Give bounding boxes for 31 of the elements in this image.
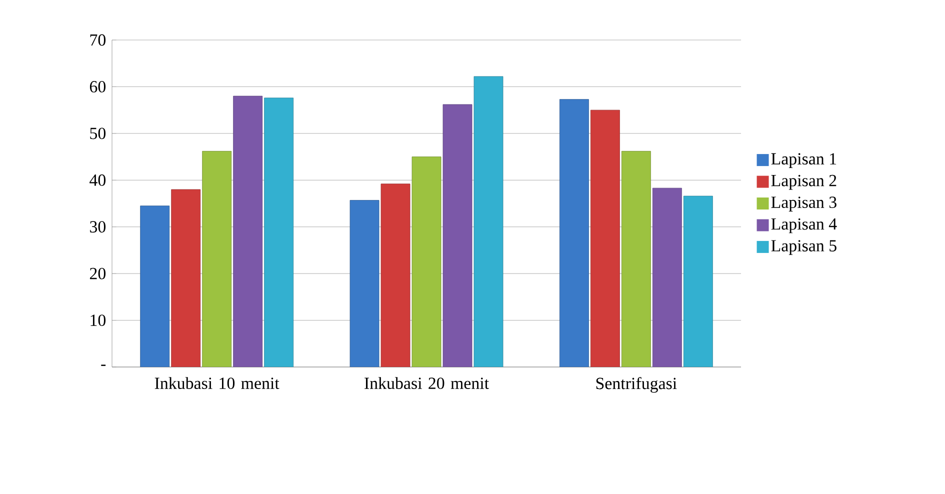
bar (233, 96, 263, 367)
bar (559, 99, 589, 367)
bar (202, 150, 232, 367)
legend-label: Lapisan 1 (771, 153, 836, 168)
bar (621, 150, 651, 367)
x-tick-label: Sentrifugasi (596, 377, 677, 393)
legend-label: Lapisan 5 (771, 240, 836, 255)
y-tick-label: 60 (90, 80, 106, 92)
bar (442, 104, 472, 367)
bar (171, 189, 201, 367)
y-tick-label: 50 (90, 128, 106, 140)
x-tick-label: Inkubasi 20 menit (364, 377, 489, 390)
y-tick-label: 40 (90, 174, 106, 186)
bar (683, 196, 713, 367)
bar (474, 76, 504, 367)
bar (140, 206, 170, 367)
legend-label: Lapisan 4 (771, 218, 837, 234)
legend-label: Lapisan 2 (771, 174, 836, 190)
y-tick-label: 30 (90, 221, 106, 233)
bar (590, 110, 620, 367)
bar (412, 156, 442, 367)
y-tick-label: - (101, 364, 106, 366)
x-tick-label: Inkubasi 10 menit (154, 377, 280, 390)
y-tick-label: 10 (90, 314, 106, 326)
bar (264, 98, 294, 367)
legend-label: Lapisan 3 (771, 196, 836, 212)
bar (652, 188, 682, 367)
bar (350, 200, 380, 367)
y-tick-label: 70 (90, 34, 106, 46)
bar (380, 184, 410, 367)
y-tick-label: 20 (90, 268, 106, 280)
